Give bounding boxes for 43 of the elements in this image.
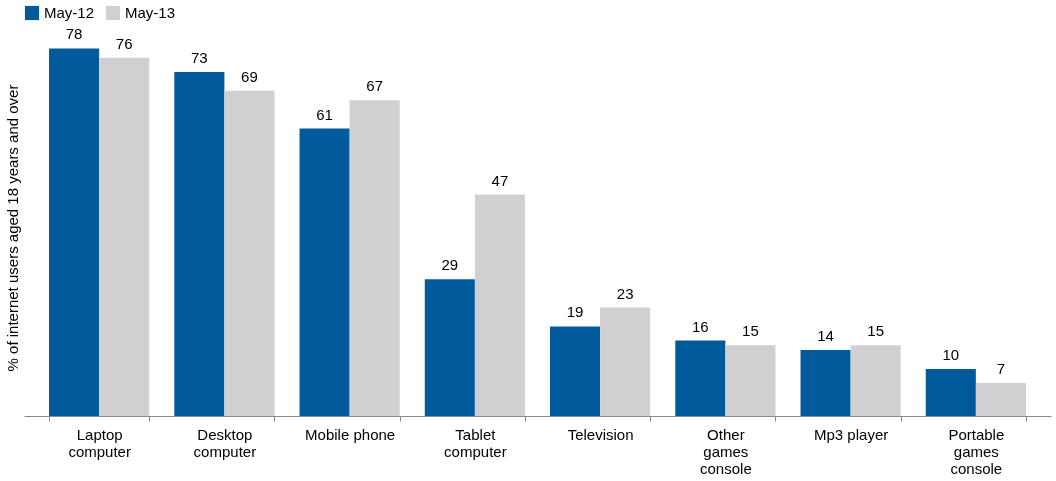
bar bbox=[424, 279, 475, 416]
data-label: 67 bbox=[366, 77, 384, 95]
x-tick-label: Other games console bbox=[700, 425, 752, 477]
x-tick-label: Television bbox=[567, 425, 634, 443]
data-label: 29 bbox=[441, 256, 459, 274]
legend-label: May-12 bbox=[44, 4, 95, 21]
bar bbox=[299, 128, 350, 416]
legend-label: May-13 bbox=[125, 4, 176, 21]
bar bbox=[725, 345, 776, 416]
data-label: 7 bbox=[996, 360, 1006, 378]
x-tick-label: Desktop computer bbox=[193, 425, 257, 460]
bar bbox=[600, 307, 651, 416]
data-label: 73 bbox=[191, 48, 208, 66]
data-label: 23 bbox=[616, 284, 634, 302]
data-label: 16 bbox=[691, 317, 709, 335]
data-label: 61 bbox=[316, 105, 333, 123]
data-label: 76 bbox=[115, 34, 133, 52]
x-tick-label: Tablet computer bbox=[444, 425, 507, 460]
x-tick-label: Portable games console bbox=[948, 425, 1005, 477]
y-axis-title: % of internet users aged 18 years and over bbox=[3, 84, 21, 372]
bar bbox=[800, 350, 851, 416]
bar bbox=[49, 48, 100, 416]
data-label: 19 bbox=[566, 303, 584, 321]
bar bbox=[850, 345, 901, 416]
bar bbox=[925, 368, 976, 416]
bar bbox=[174, 71, 225, 416]
data-label: 15 bbox=[742, 322, 759, 340]
data-label: 47 bbox=[491, 171, 509, 189]
x-tick-label: Laptop computer bbox=[68, 425, 131, 460]
data-label: 14 bbox=[817, 327, 834, 345]
bar bbox=[349, 100, 400, 416]
data-label: 10 bbox=[942, 345, 960, 363]
data-label: 69 bbox=[241, 67, 258, 85]
x-tick-label: Mobile phone bbox=[305, 425, 396, 443]
bar bbox=[675, 340, 726, 416]
data-label: 15 bbox=[867, 322, 884, 340]
bar bbox=[474, 194, 525, 416]
bar bbox=[99, 57, 150, 416]
data-label: 78 bbox=[65, 25, 83, 43]
bar bbox=[975, 383, 1026, 416]
bar bbox=[550, 326, 601, 416]
bar bbox=[224, 90, 275, 416]
x-tick-label: Mp3 player bbox=[814, 425, 889, 443]
